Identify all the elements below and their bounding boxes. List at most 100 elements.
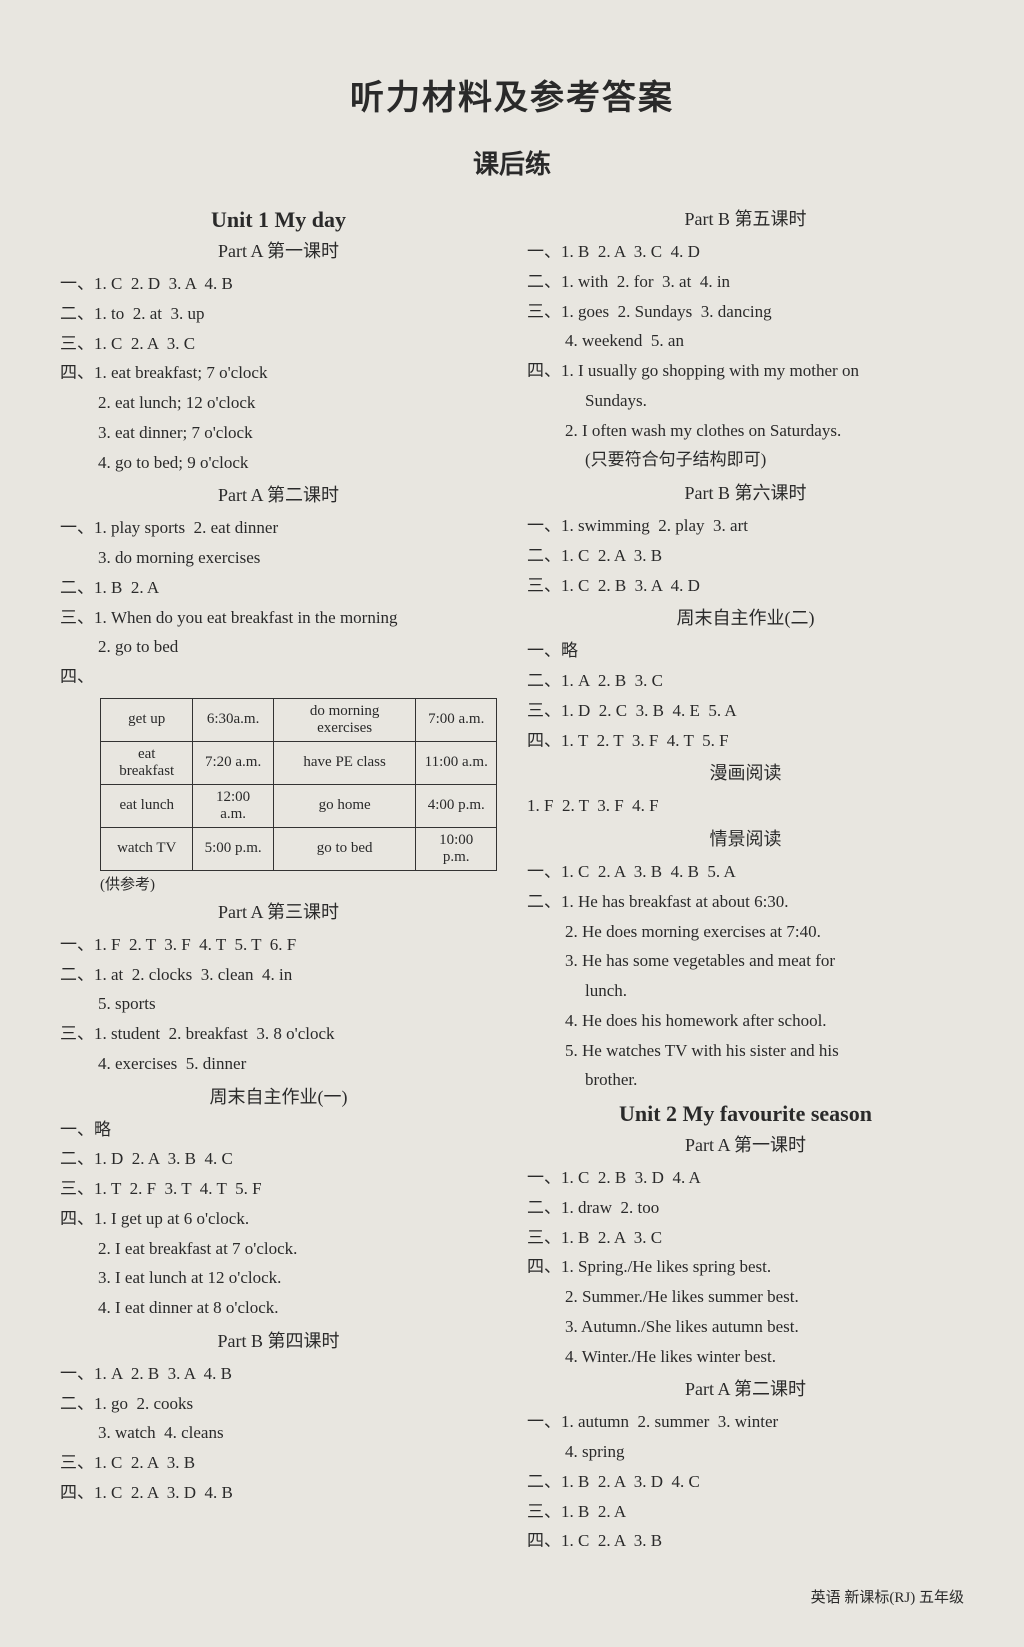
schedule-table: get up 6:30a.m. do morning exercises 7:0… <box>100 698 497 871</box>
table-cell: go to bed <box>273 827 416 870</box>
table-cell: 10:00 p.m. <box>416 827 497 870</box>
table-cell: get up <box>101 698 193 741</box>
answer-line: 3. Autumn./She likes autumn best. <box>527 1312 964 1342</box>
answer-line: 4. Winter./He likes winter best. <box>527 1342 964 1372</box>
answer-line: 二、1. A 2. B 3. C <box>527 666 964 696</box>
answer-line: 三、1. goes 2. Sundays 3. dancing <box>527 297 964 327</box>
answer-line: 一、1. C 2. A 3. B 4. B 5. A <box>527 857 964 887</box>
answer-line: 一、1. F 2. T 3. F 4. T 5. T 6. F <box>60 930 497 960</box>
left-column: Unit 1 My day Part A 第一课时 一、1. C 2. D 3.… <box>60 201 497 1556</box>
table-row: eat breakfast 7:20 a.m. have PE class 11… <box>101 741 497 784</box>
answer-line: 2. go to bed <box>60 632 497 662</box>
answer-line: 二、1. to 2. at 3. up <box>60 299 497 329</box>
answer-line: 一、1. C 2. D 3. A 4. B <box>60 269 497 299</box>
answer-line: 二、1. draw 2. too <box>527 1193 964 1223</box>
answer-line: 三、1. C 2. A 3. B <box>60 1448 497 1478</box>
answer-line: 二、1. D 2. A 3. B 4. C <box>60 1144 497 1174</box>
answer-line: 一、1. autumn 2. summer 3. winter <box>527 1407 964 1437</box>
answer-line: 四、1. I usually go shopping with my mothe… <box>527 356 964 386</box>
answer-line: 3. He has some vegetables and meat for <box>527 946 964 976</box>
partA1-title: Part A 第一课时 <box>60 237 497 263</box>
table-cell: 7:20 a.m. <box>193 741 273 784</box>
content-columns: Unit 1 My day Part A 第一课时 一、1. C 2. D 3.… <box>60 201 964 1556</box>
table-cell: 6:30a.m. <box>193 698 273 741</box>
answer-line: 2. He does morning exercises at 7:40. <box>527 917 964 947</box>
answer-line: 4. exercises 5. dinner <box>60 1049 497 1079</box>
answer-line: 3. do morning exercises <box>60 543 497 573</box>
table-cell: 11:00 a.m. <box>416 741 497 784</box>
answer-line: 二、1. B 2. A 3. D 4. C <box>527 1467 964 1497</box>
table-cell: do morning exercises <box>273 698 416 741</box>
answer-line: 2. I often wash my clothes on Saturdays. <box>527 416 964 446</box>
table-cell: watch TV <box>101 827 193 870</box>
answer-line: 4. spring <box>527 1437 964 1467</box>
answer-line: 4. go to bed; 9 o'clock <box>60 448 497 478</box>
answer-line: 四、 <box>60 662 497 692</box>
answer-line: 四、1. eat breakfast; 7 o'clock <box>60 358 497 388</box>
answer-line: 一、略 <box>60 1115 497 1145</box>
answer-line: 二、1. C 2. A 3. B <box>527 541 964 571</box>
answer-line: 三、1. C 2. B 3. A 4. D <box>527 571 964 601</box>
answer-line: 二、1. go 2. cooks <box>60 1389 497 1419</box>
answer-line: 一、1. B 2. A 3. C 4. D <box>527 237 964 267</box>
answer-line: brother. <box>527 1065 964 1095</box>
table-row: eat lunch 12:00 a.m. go home 4:00 p.m. <box>101 784 497 827</box>
answer-line: 三、1. When do you eat breakfast in the mo… <box>60 603 497 633</box>
partB6-title: Part B 第六课时 <box>527 479 964 505</box>
answer-line: 三、1. D 2. C 3. B 4. E 5. A <box>527 696 964 726</box>
table-cell: 5:00 p.m. <box>193 827 273 870</box>
main-title: 听力材料及参考答案 <box>60 70 964 119</box>
answer-line: 三、1. C 2. A 3. C <box>60 329 497 359</box>
answer-line: 5. sports <box>60 989 497 1019</box>
answer-line: 一、略 <box>527 636 964 666</box>
answer-line: 四、1. Spring./He likes spring best. <box>527 1252 964 1282</box>
answer-line: Sundays. <box>527 386 964 416</box>
answer-line: 5. He watches TV with his sister and his <box>527 1036 964 1066</box>
answer-line: 3. watch 4. cleans <box>60 1418 497 1448</box>
sub-title: 课后练 <box>60 144 964 181</box>
answer-line: 三、1. B 2. A <box>527 1497 964 1527</box>
answer-line: 4. He does his homework after school. <box>527 1006 964 1036</box>
comic-title: 漫画阅读 <box>527 759 964 785</box>
answer-line: 一、1. play sports 2. eat dinner <box>60 513 497 543</box>
answer-line: 2. eat lunch; 12 o'clock <box>60 388 497 418</box>
answer-line: 3. eat dinner; 7 o'clock <box>60 418 497 448</box>
partA3-title: Part A 第三课时 <box>60 898 497 924</box>
table-note: (供参考) <box>100 873 497 894</box>
answer-line: 一、1. swimming 2. play 3. art <box>527 511 964 541</box>
answer-line: 2. I eat breakfast at 7 o'clock. <box>60 1234 497 1264</box>
answer-line: 四、1. I get up at 6 o'clock. <box>60 1204 497 1234</box>
answer-line: 二、1. B 2. A <box>60 573 497 603</box>
answer-line: 二、1. He has breakfast at about 6:30. <box>527 887 964 917</box>
table-cell: 4:00 p.m. <box>416 784 497 827</box>
table-cell: eat lunch <box>101 784 193 827</box>
answer-line: 三、1. T 2. F 3. T 4. T 5. F <box>60 1174 497 1204</box>
answer-line: 二、1. with 2. for 3. at 4. in <box>527 267 964 297</box>
table-cell: 12:00 a.m. <box>193 784 273 827</box>
answer-line: 三、1. student 2. breakfast 3. 8 o'clock <box>60 1019 497 1049</box>
answer-line: 4. weekend 5. an <box>527 326 964 356</box>
table-cell: go home <box>273 784 416 827</box>
answer-line: 1. F 2. T 3. F 4. F <box>527 791 964 821</box>
answer-line: 二、1. at 2. clocks 3. clean 4. in <box>60 960 497 990</box>
u2partA1-title: Part A 第一课时 <box>527 1131 964 1157</box>
answer-line: 三、1. B 2. A 3. C <box>527 1223 964 1253</box>
table-cell: have PE class <box>273 741 416 784</box>
answer-line: 一、1. C 2. B 3. D 4. A <box>527 1163 964 1193</box>
unit2-title: Unit 2 My favourite season <box>527 1101 964 1127</box>
answer-line: lunch. <box>527 976 964 1006</box>
page-footer: 英语 新课标(RJ) 五年级 <box>60 1586 964 1607</box>
weekend1-title: 周末自主作业(一) <box>60 1083 497 1109</box>
table-cell: 7:00 a.m. <box>416 698 497 741</box>
answer-line: (只要符合句子结构即可) <box>527 445 964 475</box>
answer-line: 四、1. C 2. A 3. D 4. B <box>60 1478 497 1508</box>
answer-line: 4. I eat dinner at 8 o'clock. <box>60 1293 497 1323</box>
answer-line: 四、1. C 2. A 3. B <box>527 1526 964 1556</box>
answer-line: 2. Summer./He likes summer best. <box>527 1282 964 1312</box>
u2partA2-title: Part A 第二课时 <box>527 1375 964 1401</box>
answer-line: 四、1. T 2. T 3. F 4. T 5. F <box>527 726 964 756</box>
unit1-title: Unit 1 My day <box>60 207 497 233</box>
right-column: Part B 第五课时 一、1. B 2. A 3. C 4. D 二、1. w… <box>527 201 964 1556</box>
partB4-title: Part B 第四课时 <box>60 1327 497 1353</box>
partA2-title: Part A 第二课时 <box>60 481 497 507</box>
